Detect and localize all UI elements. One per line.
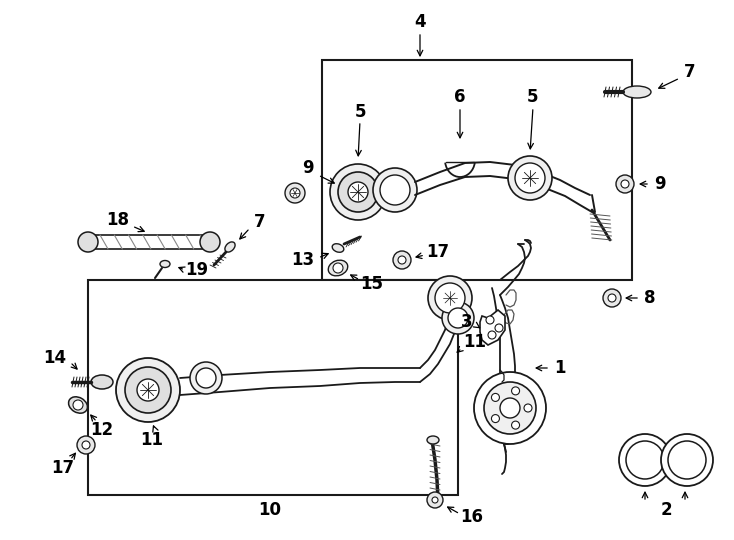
- Circle shape: [78, 232, 98, 252]
- Circle shape: [338, 172, 378, 212]
- Circle shape: [448, 308, 468, 328]
- Circle shape: [398, 256, 406, 264]
- Circle shape: [500, 398, 520, 418]
- Text: 5: 5: [527, 88, 539, 106]
- Ellipse shape: [427, 436, 439, 444]
- Bar: [88, 235, 210, 249]
- Circle shape: [492, 394, 499, 401]
- Circle shape: [616, 175, 634, 193]
- Ellipse shape: [68, 397, 87, 413]
- Text: 5: 5: [355, 103, 366, 121]
- Circle shape: [73, 400, 83, 410]
- Circle shape: [512, 421, 520, 429]
- Text: 15: 15: [360, 275, 383, 293]
- Polygon shape: [480, 310, 505, 345]
- Circle shape: [285, 183, 305, 203]
- Circle shape: [442, 302, 474, 334]
- Bar: [322, 60, 632, 280]
- Circle shape: [200, 232, 220, 252]
- Circle shape: [486, 316, 494, 324]
- Ellipse shape: [333, 244, 344, 252]
- Circle shape: [435, 283, 465, 313]
- Circle shape: [432, 497, 438, 503]
- Ellipse shape: [91, 375, 113, 389]
- Text: 17: 17: [426, 243, 449, 261]
- Text: 3: 3: [461, 313, 473, 331]
- Circle shape: [77, 436, 95, 454]
- Text: 11: 11: [463, 333, 487, 351]
- Circle shape: [626, 441, 664, 479]
- Text: 18: 18: [106, 211, 129, 229]
- Circle shape: [512, 387, 520, 395]
- Circle shape: [488, 331, 496, 339]
- Circle shape: [380, 175, 410, 205]
- Circle shape: [116, 358, 180, 422]
- Text: 4: 4: [414, 13, 426, 31]
- Circle shape: [515, 163, 545, 193]
- Text: 8: 8: [644, 289, 655, 307]
- Circle shape: [492, 415, 499, 423]
- Circle shape: [495, 324, 503, 332]
- Circle shape: [619, 434, 671, 486]
- Text: 1: 1: [554, 359, 566, 377]
- Circle shape: [196, 368, 216, 388]
- Bar: [88, 280, 458, 495]
- Circle shape: [661, 434, 713, 486]
- Circle shape: [373, 168, 417, 212]
- Circle shape: [668, 441, 706, 479]
- Circle shape: [333, 263, 343, 273]
- Text: 10: 10: [258, 501, 282, 519]
- Circle shape: [474, 372, 546, 444]
- Circle shape: [603, 289, 621, 307]
- Text: 9: 9: [654, 175, 666, 193]
- Circle shape: [508, 156, 552, 200]
- Text: 16: 16: [460, 508, 484, 526]
- Text: 17: 17: [51, 459, 75, 477]
- Text: 11: 11: [140, 431, 164, 449]
- Circle shape: [427, 492, 443, 508]
- Ellipse shape: [623, 86, 651, 98]
- Ellipse shape: [225, 242, 235, 252]
- Circle shape: [621, 180, 629, 188]
- Circle shape: [137, 379, 159, 401]
- Text: 12: 12: [90, 421, 114, 439]
- Text: 9: 9: [302, 159, 314, 177]
- Text: 19: 19: [186, 261, 208, 279]
- Circle shape: [608, 294, 616, 302]
- Ellipse shape: [160, 260, 170, 267]
- Text: 6: 6: [454, 88, 466, 106]
- Circle shape: [393, 251, 411, 269]
- Text: 7: 7: [684, 63, 696, 81]
- Circle shape: [330, 164, 386, 220]
- Text: 14: 14: [43, 349, 67, 367]
- Circle shape: [290, 188, 300, 198]
- Text: 2: 2: [660, 501, 672, 519]
- Ellipse shape: [328, 260, 348, 276]
- Text: 7: 7: [254, 213, 266, 231]
- Circle shape: [348, 182, 368, 202]
- Text: 13: 13: [291, 251, 315, 269]
- Circle shape: [82, 441, 90, 449]
- Circle shape: [484, 382, 536, 434]
- Circle shape: [125, 367, 171, 413]
- Circle shape: [524, 404, 532, 412]
- Circle shape: [190, 362, 222, 394]
- Circle shape: [428, 276, 472, 320]
